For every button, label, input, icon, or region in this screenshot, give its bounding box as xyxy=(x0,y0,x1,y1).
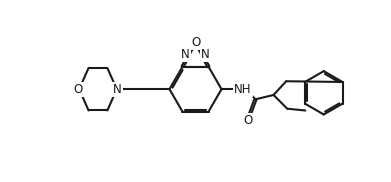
Text: O: O xyxy=(74,83,83,96)
Text: O: O xyxy=(191,36,200,49)
Text: N: N xyxy=(113,83,122,96)
Text: O: O xyxy=(243,114,252,127)
Text: N: N xyxy=(181,48,190,61)
Text: NH: NH xyxy=(234,83,251,96)
Text: N: N xyxy=(201,48,210,61)
